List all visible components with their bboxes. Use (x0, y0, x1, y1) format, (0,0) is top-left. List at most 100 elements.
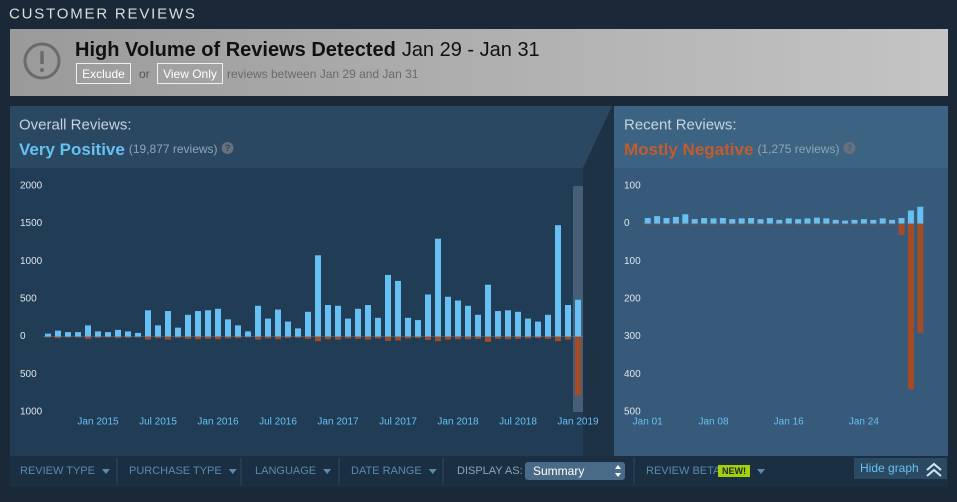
display-select-value[interactable]: Summary (533, 464, 584, 478)
bar (85, 325, 91, 337)
hide-graph-button[interactable] (854, 458, 947, 479)
exclude-label[interactable]: Exclude (82, 67, 125, 81)
bar (860, 219, 867, 224)
bar (475, 336, 481, 339)
dropdown-arrow (428, 469, 437, 474)
overall-count: (19,877 reviews) (129, 142, 218, 156)
warning-icon (23, 42, 61, 80)
dropdown-arrow (757, 469, 765, 474)
bar (125, 336, 131, 338)
help-mark[interactable]: ? (225, 143, 231, 153)
bar (235, 325, 241, 337)
overall-label: Overall Reviews: (19, 117, 132, 134)
bar (485, 284, 491, 337)
y-tick-label: 100 (624, 256, 641, 267)
bar (135, 332, 141, 337)
filter-dropdown[interactable]: REVIEW TYPE (20, 465, 95, 477)
bar (455, 336, 461, 340)
bar (155, 336, 161, 339)
alert-heading: High Volume of Reviews Detected (75, 39, 396, 61)
bar (757, 223, 764, 225)
bar (823, 218, 830, 224)
hide-graph-label[interactable]: Hide graph (860, 461, 919, 475)
new-badge-text: NEW! (722, 466, 746, 476)
bar (851, 219, 858, 224)
bar (45, 336, 51, 338)
x-tick-label: Jul 2018 (499, 417, 537, 428)
section-title: CUSTOMER REVIEWS (9, 6, 197, 23)
bar (275, 309, 281, 337)
bar (710, 218, 717, 224)
filter-dropdown[interactable]: LANGUAGE (255, 465, 316, 477)
exclude-button[interactable] (76, 63, 131, 84)
bar (225, 319, 231, 337)
bar (215, 336, 221, 340)
alert-note: reviews between Jan 29 and Jan 31 (227, 67, 419, 81)
bar (445, 296, 451, 337)
bar (155, 325, 161, 337)
bar (729, 223, 736, 225)
bar (245, 336, 251, 338)
bar (860, 223, 867, 225)
bar (535, 336, 541, 339)
help-mark[interactable]: ? (847, 143, 853, 153)
bar (165, 311, 171, 337)
bar (505, 310, 511, 337)
view-only-label[interactable]: View Only (163, 67, 217, 81)
bar (663, 218, 670, 224)
bar (565, 305, 571, 337)
bar (729, 219, 736, 224)
y-tick-label: 1000 (20, 256, 43, 267)
bar (766, 223, 773, 225)
bar (45, 333, 51, 337)
bar (345, 318, 351, 337)
bar (691, 223, 698, 225)
bar (795, 219, 802, 224)
bar (115, 329, 121, 337)
bar (545, 314, 551, 337)
dropdown-arrow (228, 469, 237, 474)
bar (575, 299, 581, 337)
bar (757, 219, 764, 224)
display-select[interactable] (525, 462, 625, 480)
bar (275, 336, 281, 340)
bar (738, 223, 745, 225)
bar (851, 223, 858, 225)
y-tick-label: 0 (624, 218, 630, 229)
help-icon[interactable] (221, 142, 234, 154)
bar (525, 318, 531, 337)
bar (842, 220, 849, 224)
bar (654, 223, 661, 225)
bar (804, 223, 811, 225)
bar (415, 336, 421, 339)
bar (205, 336, 211, 339)
bar (710, 223, 717, 225)
y-tick-label: 2000 (20, 181, 43, 192)
filter-dropdown[interactable]: PURCHASE TYPE (129, 465, 222, 477)
bar (395, 336, 401, 341)
bar (145, 310, 151, 337)
bar (525, 336, 531, 339)
y-tick-label: 200 (624, 294, 641, 305)
collapse-icon[interactable] (926, 462, 942, 477)
bar (719, 218, 726, 224)
bar (395, 280, 401, 337)
bar (475, 314, 481, 337)
bar (85, 336, 91, 339)
filter-dropdown[interactable]: DATE RANGE (351, 465, 422, 477)
bar (285, 336, 291, 339)
review-beta[interactable]: REVIEW BETA (646, 465, 721, 477)
bar (701, 218, 708, 224)
bar (663, 223, 670, 225)
view-only-button[interactable] (157, 63, 223, 84)
bar (335, 336, 341, 340)
bar (907, 223, 914, 390)
bar (495, 311, 501, 337)
x-tick-label: Jul 2017 (379, 417, 417, 428)
bar (672, 216, 679, 224)
bar (465, 305, 471, 337)
help-icon[interactable] (843, 142, 856, 154)
x-tick-label: Jan 24 (849, 417, 879, 428)
bar (215, 308, 221, 337)
bar (719, 223, 726, 225)
